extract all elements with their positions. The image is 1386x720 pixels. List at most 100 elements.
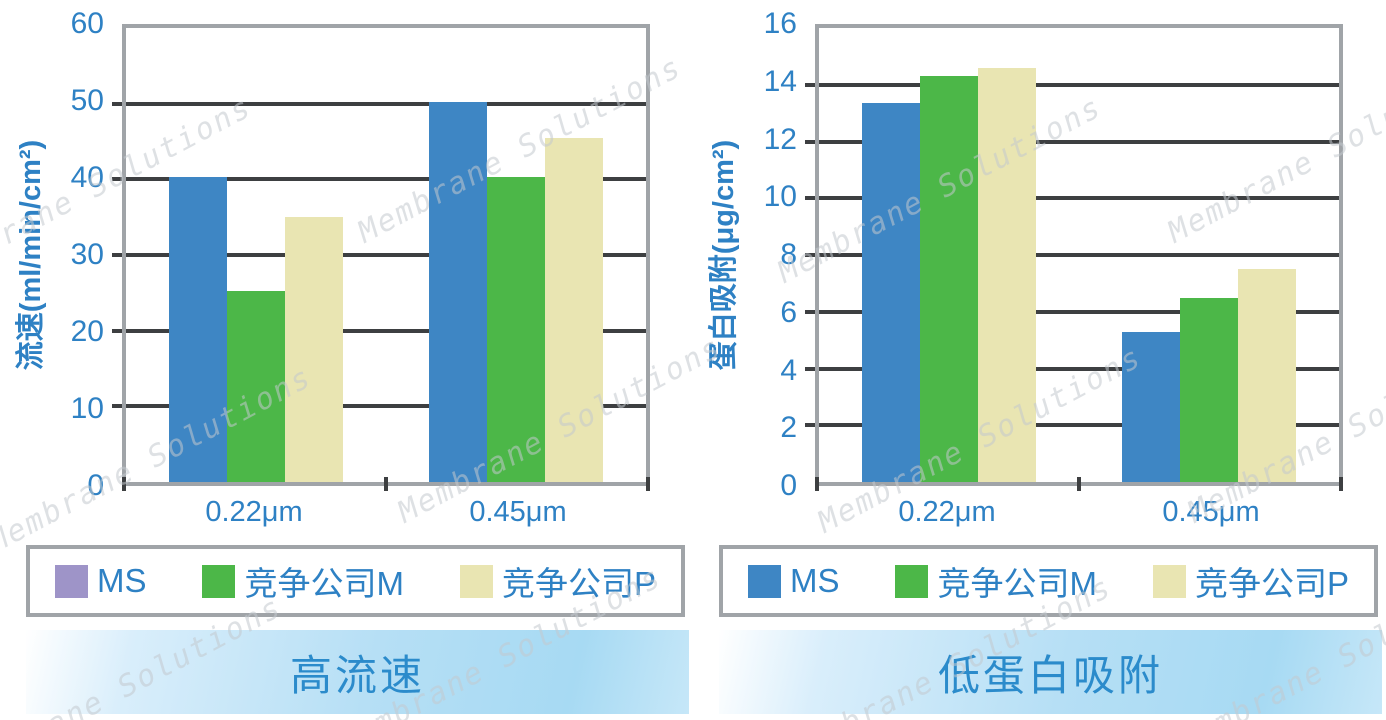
bar-MS — [169, 177, 227, 482]
legend-entry: 竞争公司M — [202, 557, 404, 605]
x-axis-label: 0.45μm — [469, 496, 567, 528]
y-tick-label: 20 — [70, 314, 104, 348]
legend-swatch — [895, 564, 929, 598]
legend-label: MS — [96, 562, 147, 599]
bar-竞争公司M — [1180, 297, 1238, 482]
y-tick-label: 30 — [70, 238, 104, 271]
y-tick-label: 40 — [70, 160, 104, 194]
chart-panel-flow-rate: 流速(ml/min/cm²) 0 10 20 30 40 50 60 0.22μm 0.45μ… — [15, 7, 689, 714]
y-tick-label: 0 — [780, 469, 797, 502]
bar-series — [819, 28, 1339, 482]
bar-MS — [429, 102, 487, 482]
bar-MS — [1122, 331, 1180, 482]
gridline — [819, 139, 1339, 144]
gridline — [126, 328, 646, 333]
y-axis-tick — [112, 101, 122, 106]
bar-group-0.45μm — [1079, 28, 1339, 482]
legend-swatch — [202, 564, 236, 598]
y-tick-label: 16 — [763, 7, 797, 40]
legend-swatch — [1152, 564, 1186, 598]
bar-竞争公司P — [285, 217, 343, 482]
legend-label: 竞争公司M — [244, 565, 404, 602]
y-axis-tick — [805, 366, 815, 371]
bar-竞争公司P — [978, 67, 1036, 482]
y-axis-tick — [112, 177, 122, 182]
bar-MS — [862, 103, 920, 482]
legend-entry: MS — [747, 562, 840, 600]
gridline — [819, 309, 1339, 314]
legend-entry: MS — [54, 562, 147, 600]
gridline — [819, 253, 1339, 257]
y-tick-label: 12 — [763, 122, 797, 156]
y-axis-tick — [805, 423, 815, 428]
gridline — [126, 404, 646, 409]
gridline — [126, 101, 646, 106]
x-axis-tick — [122, 477, 126, 491]
legend-swatch — [747, 564, 781, 598]
legend-box: MS 竞争公司M 竞争公司P — [719, 545, 1378, 617]
y-axis-tick — [805, 196, 815, 201]
bar-竞争公司M — [487, 177, 545, 482]
y-axis-tick — [112, 404, 122, 409]
bar-series — [126, 28, 646, 482]
y-axis-tick — [805, 253, 815, 257]
gridline — [819, 423, 1339, 428]
bar-group-0.22μm — [126, 28, 386, 482]
bar-group-0.22μm — [819, 28, 1079, 482]
y-axis-title: 蛋白吸附(μg/cm²) — [708, 139, 740, 371]
x-axis-label: 0.22μm — [205, 496, 303, 528]
x-axis-label: 0.22μm — [898, 496, 996, 528]
y-axis-tick-labels: 0 2 4 6 8 10 12 14 16 — [745, 9, 807, 501]
x-axis-labels: 0.22μm 0.45μm — [122, 496, 650, 529]
y-tick-label: 8 — [780, 238, 797, 271]
y-axis-title: 流速(ml/min/cm²) — [15, 139, 47, 371]
y-axis-tick — [805, 139, 815, 144]
bar-竞争公司P — [545, 138, 603, 482]
y-tick-label: 2 — [780, 411, 797, 445]
legend-label: 竞争公司P — [1194, 565, 1349, 602]
y-axis-tick — [112, 253, 122, 257]
gridline — [819, 196, 1339, 201]
plot-area — [805, 24, 1343, 491]
x-axis-label: 0.45μm — [1162, 496, 1260, 528]
legend-entry: 竞争公司P — [1152, 557, 1349, 605]
chart-panel-protein-adsorption: 蛋白吸附(μg/cm²) 0 2 4 6 8 10 12 14 16 0.22μm 0.45μm … — [693, 0, 1386, 720]
legend-entry: 竞争公司P — [459, 557, 656, 605]
gridlines — [805, 28, 1339, 482]
banner-title: 高流速 — [289, 651, 425, 699]
y-axis-tick — [805, 82, 815, 87]
legend-label: 竞争公司P — [501, 565, 656, 602]
y-tick-label: 60 — [70, 7, 104, 40]
x-axis-tick — [1339, 477, 1343, 491]
y-tick-label: 0 — [87, 469, 104, 502]
plot-area — [112, 24, 650, 491]
gridline — [819, 366, 1339, 371]
y-tick-label: 6 — [780, 295, 797, 329]
gridline — [126, 177, 646, 182]
legend-entry: 竞争公司M — [895, 557, 1097, 605]
gridline — [819, 82, 1339, 87]
banner: 低蛋白吸附 — [719, 630, 1382, 714]
x-axis-tick — [1077, 477, 1081, 491]
x-axis-tick — [646, 477, 650, 491]
gridlines — [112, 28, 646, 482]
banner: 高流速 — [26, 630, 689, 714]
x-axis-tick — [384, 477, 388, 491]
legend-swatch — [459, 564, 493, 598]
y-axis-tick — [805, 309, 815, 314]
y-tick-label: 10 — [70, 392, 104, 425]
bar-竞争公司P — [1238, 269, 1296, 482]
legend-swatch — [54, 564, 88, 598]
legend-label: 竞争公司M — [937, 565, 1097, 602]
x-axis-tick — [815, 477, 819, 491]
legend-label: MS — [789, 562, 840, 599]
x-axis-labels: 0.22μm 0.45μm — [815, 496, 1343, 529]
y-axis-tick — [112, 328, 122, 333]
bar-group-0.45μm — [386, 28, 646, 482]
legend-box: MS 竞争公司M 竞争公司P — [26, 545, 685, 617]
y-tick-label: 14 — [763, 64, 797, 98]
y-tick-label: 10 — [763, 180, 797, 214]
bar-竞争公司M — [227, 290, 285, 482]
gridline — [126, 253, 646, 257]
